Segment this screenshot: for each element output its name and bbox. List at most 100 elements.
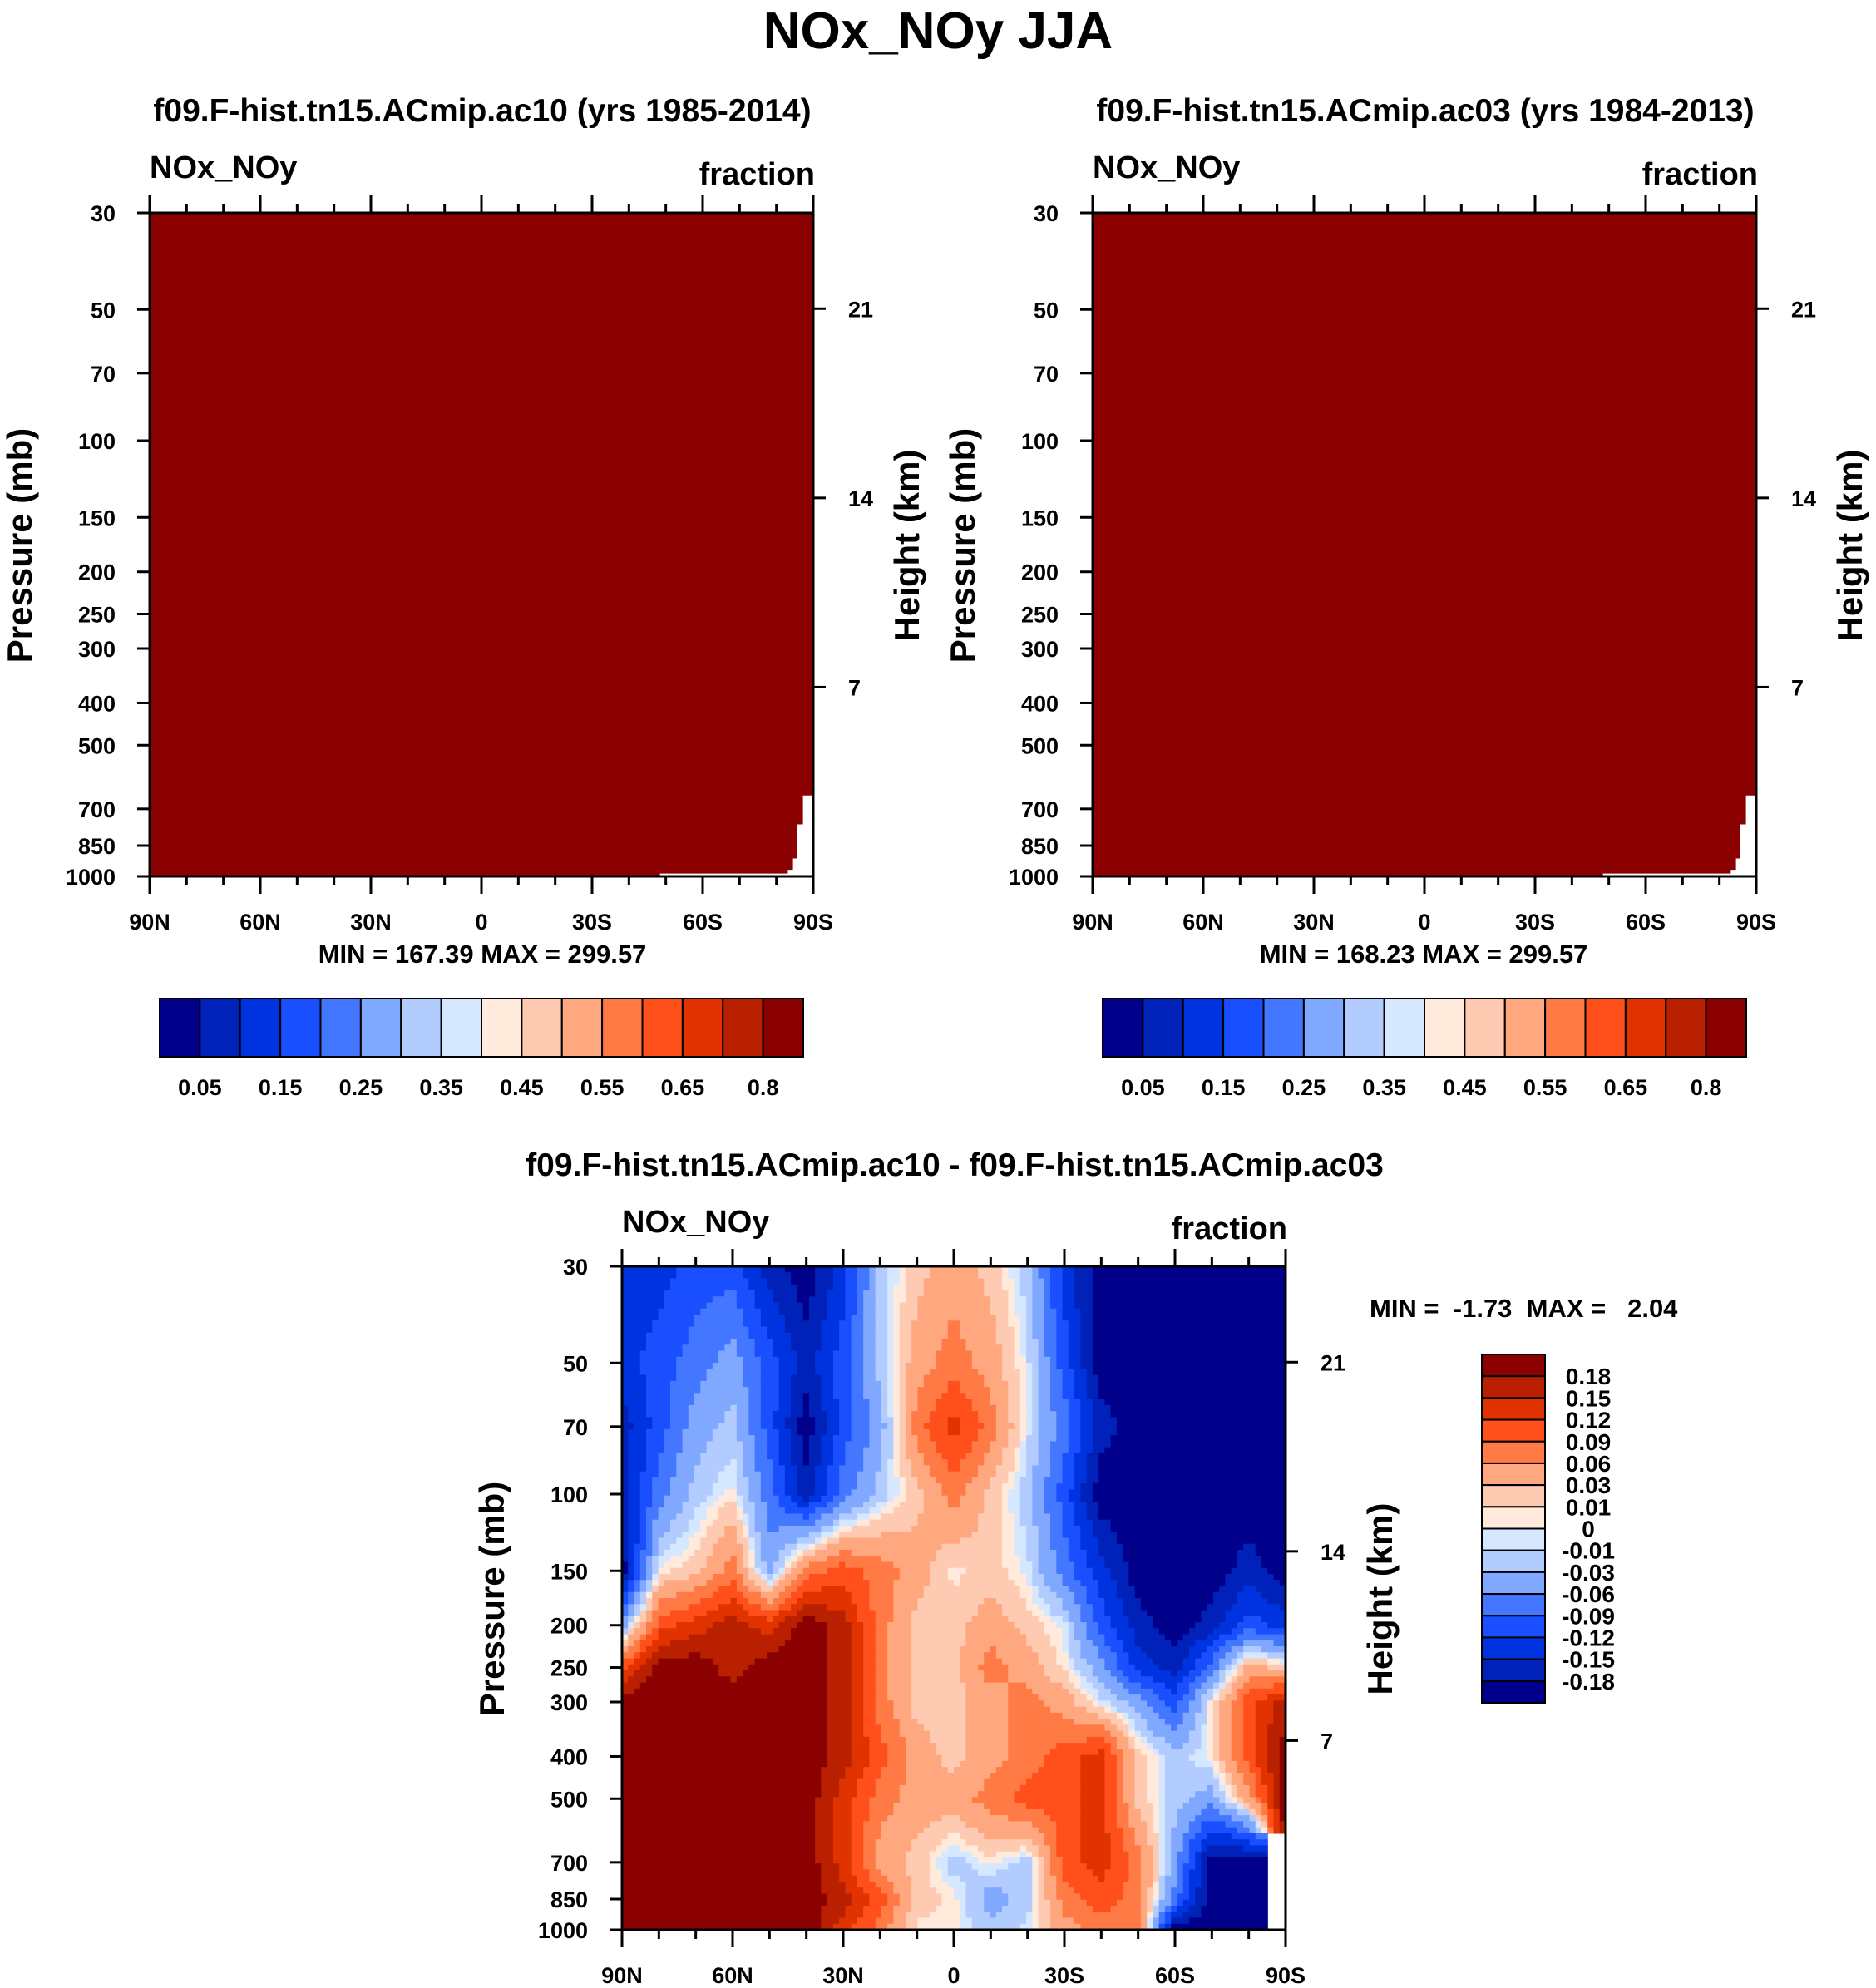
contour-cell	[784, 1477, 797, 1484]
contour-cell	[676, 1591, 713, 1599]
contour-cell	[1110, 1525, 1286, 1532]
contour-cell	[911, 1332, 949, 1339]
colorbar-box	[722, 998, 764, 1058]
contour-cell	[984, 1278, 1003, 1285]
contour-cell	[1080, 1483, 1094, 1491]
contour-cell	[622, 1326, 653, 1334]
contour-cell	[1080, 1580, 1099, 1587]
contour-cell	[1147, 1905, 1153, 1912]
contour-cell	[887, 1658, 912, 1665]
contour-cell	[899, 1441, 906, 1448]
contour-cell	[821, 1875, 840, 1882]
contour-cell	[851, 1899, 871, 1907]
contour-cell	[797, 1471, 816, 1478]
contour-cell	[863, 1332, 876, 1339]
contour-cell	[712, 1296, 738, 1304]
contour-cell	[1019, 1387, 1027, 1394]
contour-cell	[1177, 1700, 1190, 1708]
contour-cell	[676, 1453, 701, 1460]
contour-cell	[760, 1387, 780, 1394]
contour-cell	[1056, 1893, 1081, 1901]
contour-cell	[797, 1622, 828, 1629]
contour-cell	[1158, 1694, 1184, 1701]
contour-cell	[1050, 1616, 1064, 1623]
contour-cell	[622, 1423, 635, 1430]
contour-cell	[911, 1652, 960, 1660]
contour-cell	[1116, 1773, 1123, 1780]
colorbar-box	[1182, 998, 1225, 1058]
contour-cell	[893, 1808, 991, 1816]
contour-cell	[863, 1912, 882, 1919]
contour-cell	[1068, 1622, 1075, 1629]
contour-cell	[791, 1272, 816, 1280]
contour-cell	[1044, 1664, 1064, 1671]
contour-cell	[778, 1556, 786, 1563]
contour-cell	[664, 1561, 684, 1569]
contour-cell	[1231, 1646, 1244, 1653]
contour-cell	[827, 1556, 882, 1563]
contour-cell	[1273, 1719, 1286, 1725]
contour-cell	[911, 1845, 936, 1852]
contour-cell	[1068, 1549, 1088, 1556]
contour-cell	[1128, 1869, 1142, 1877]
contour-cell	[863, 1839, 876, 1847]
contour-cell	[1164, 1833, 1172, 1840]
contour-cell	[875, 1640, 888, 1647]
contour-cell	[1032, 1821, 1057, 1828]
contour-cell	[1164, 1893, 1172, 1901]
contour-cell	[1080, 1308, 1094, 1315]
colorbar-box	[1481, 1527, 1546, 1551]
contour-cell	[778, 1363, 797, 1369]
contour-cell	[857, 1881, 876, 1888]
contour-cell	[1080, 1447, 1094, 1454]
contour-cell	[784, 1483, 797, 1491]
contour-cell	[1195, 1791, 1214, 1798]
contour-cell	[1026, 1471, 1033, 1478]
contour-cell	[646, 1404, 671, 1412]
contour-cell	[995, 1646, 1033, 1653]
contour-cell	[887, 1640, 912, 1647]
contour-cell	[664, 1302, 708, 1310]
contour-cell	[827, 1736, 852, 1744]
y-tick-label: 300	[78, 637, 116, 662]
contour-cell	[1207, 1754, 1214, 1762]
contour-cell	[1273, 1778, 1281, 1786]
contour-cell	[827, 1719, 852, 1725]
contour-cell	[1019, 1501, 1033, 1508]
contour-cell	[851, 1393, 864, 1400]
contour-cell	[1050, 1899, 1064, 1907]
contour-cell	[1062, 1604, 1081, 1611]
contour-cell	[1219, 1778, 1227, 1786]
contour-cell	[778, 1591, 792, 1599]
contour-cell	[808, 1308, 828, 1315]
contour-cell	[1062, 1278, 1075, 1285]
contour-cell	[984, 1489, 1003, 1497]
contour-cell	[1147, 1797, 1160, 1804]
contour-cell	[1068, 1428, 1081, 1436]
contour-cell	[965, 1489, 985, 1497]
contour-cell	[736, 1525, 743, 1532]
contour-cell	[1225, 1791, 1232, 1798]
contour-cell	[905, 1477, 919, 1484]
contour-cell	[1032, 1875, 1039, 1882]
contour-cell	[1225, 1610, 1286, 1617]
contour-cell	[1026, 1393, 1033, 1400]
contour-cell	[1032, 1489, 1045, 1497]
contour-cell	[1014, 1622, 1045, 1629]
y-tick-label: 70	[91, 362, 116, 387]
contour-cell	[821, 1773, 847, 1780]
contour-cell	[628, 1591, 635, 1599]
colorbar-label: 0.65	[1604, 1075, 1648, 1100]
contour-cell	[1207, 1863, 1268, 1871]
y2-tick-label: 21	[1791, 297, 1816, 322]
contour-cell	[797, 1423, 816, 1430]
contour-cell	[797, 1537, 816, 1545]
contour-cell	[984, 1459, 1003, 1466]
contour-cell	[917, 1477, 936, 1484]
contour-cell	[832, 1363, 852, 1369]
contour-cell	[1068, 1688, 1081, 1695]
contour-cell	[730, 1580, 738, 1587]
contour-cell	[1128, 1712, 1142, 1719]
contour-cell	[965, 1881, 1033, 1888]
contour-cell	[851, 1369, 864, 1376]
